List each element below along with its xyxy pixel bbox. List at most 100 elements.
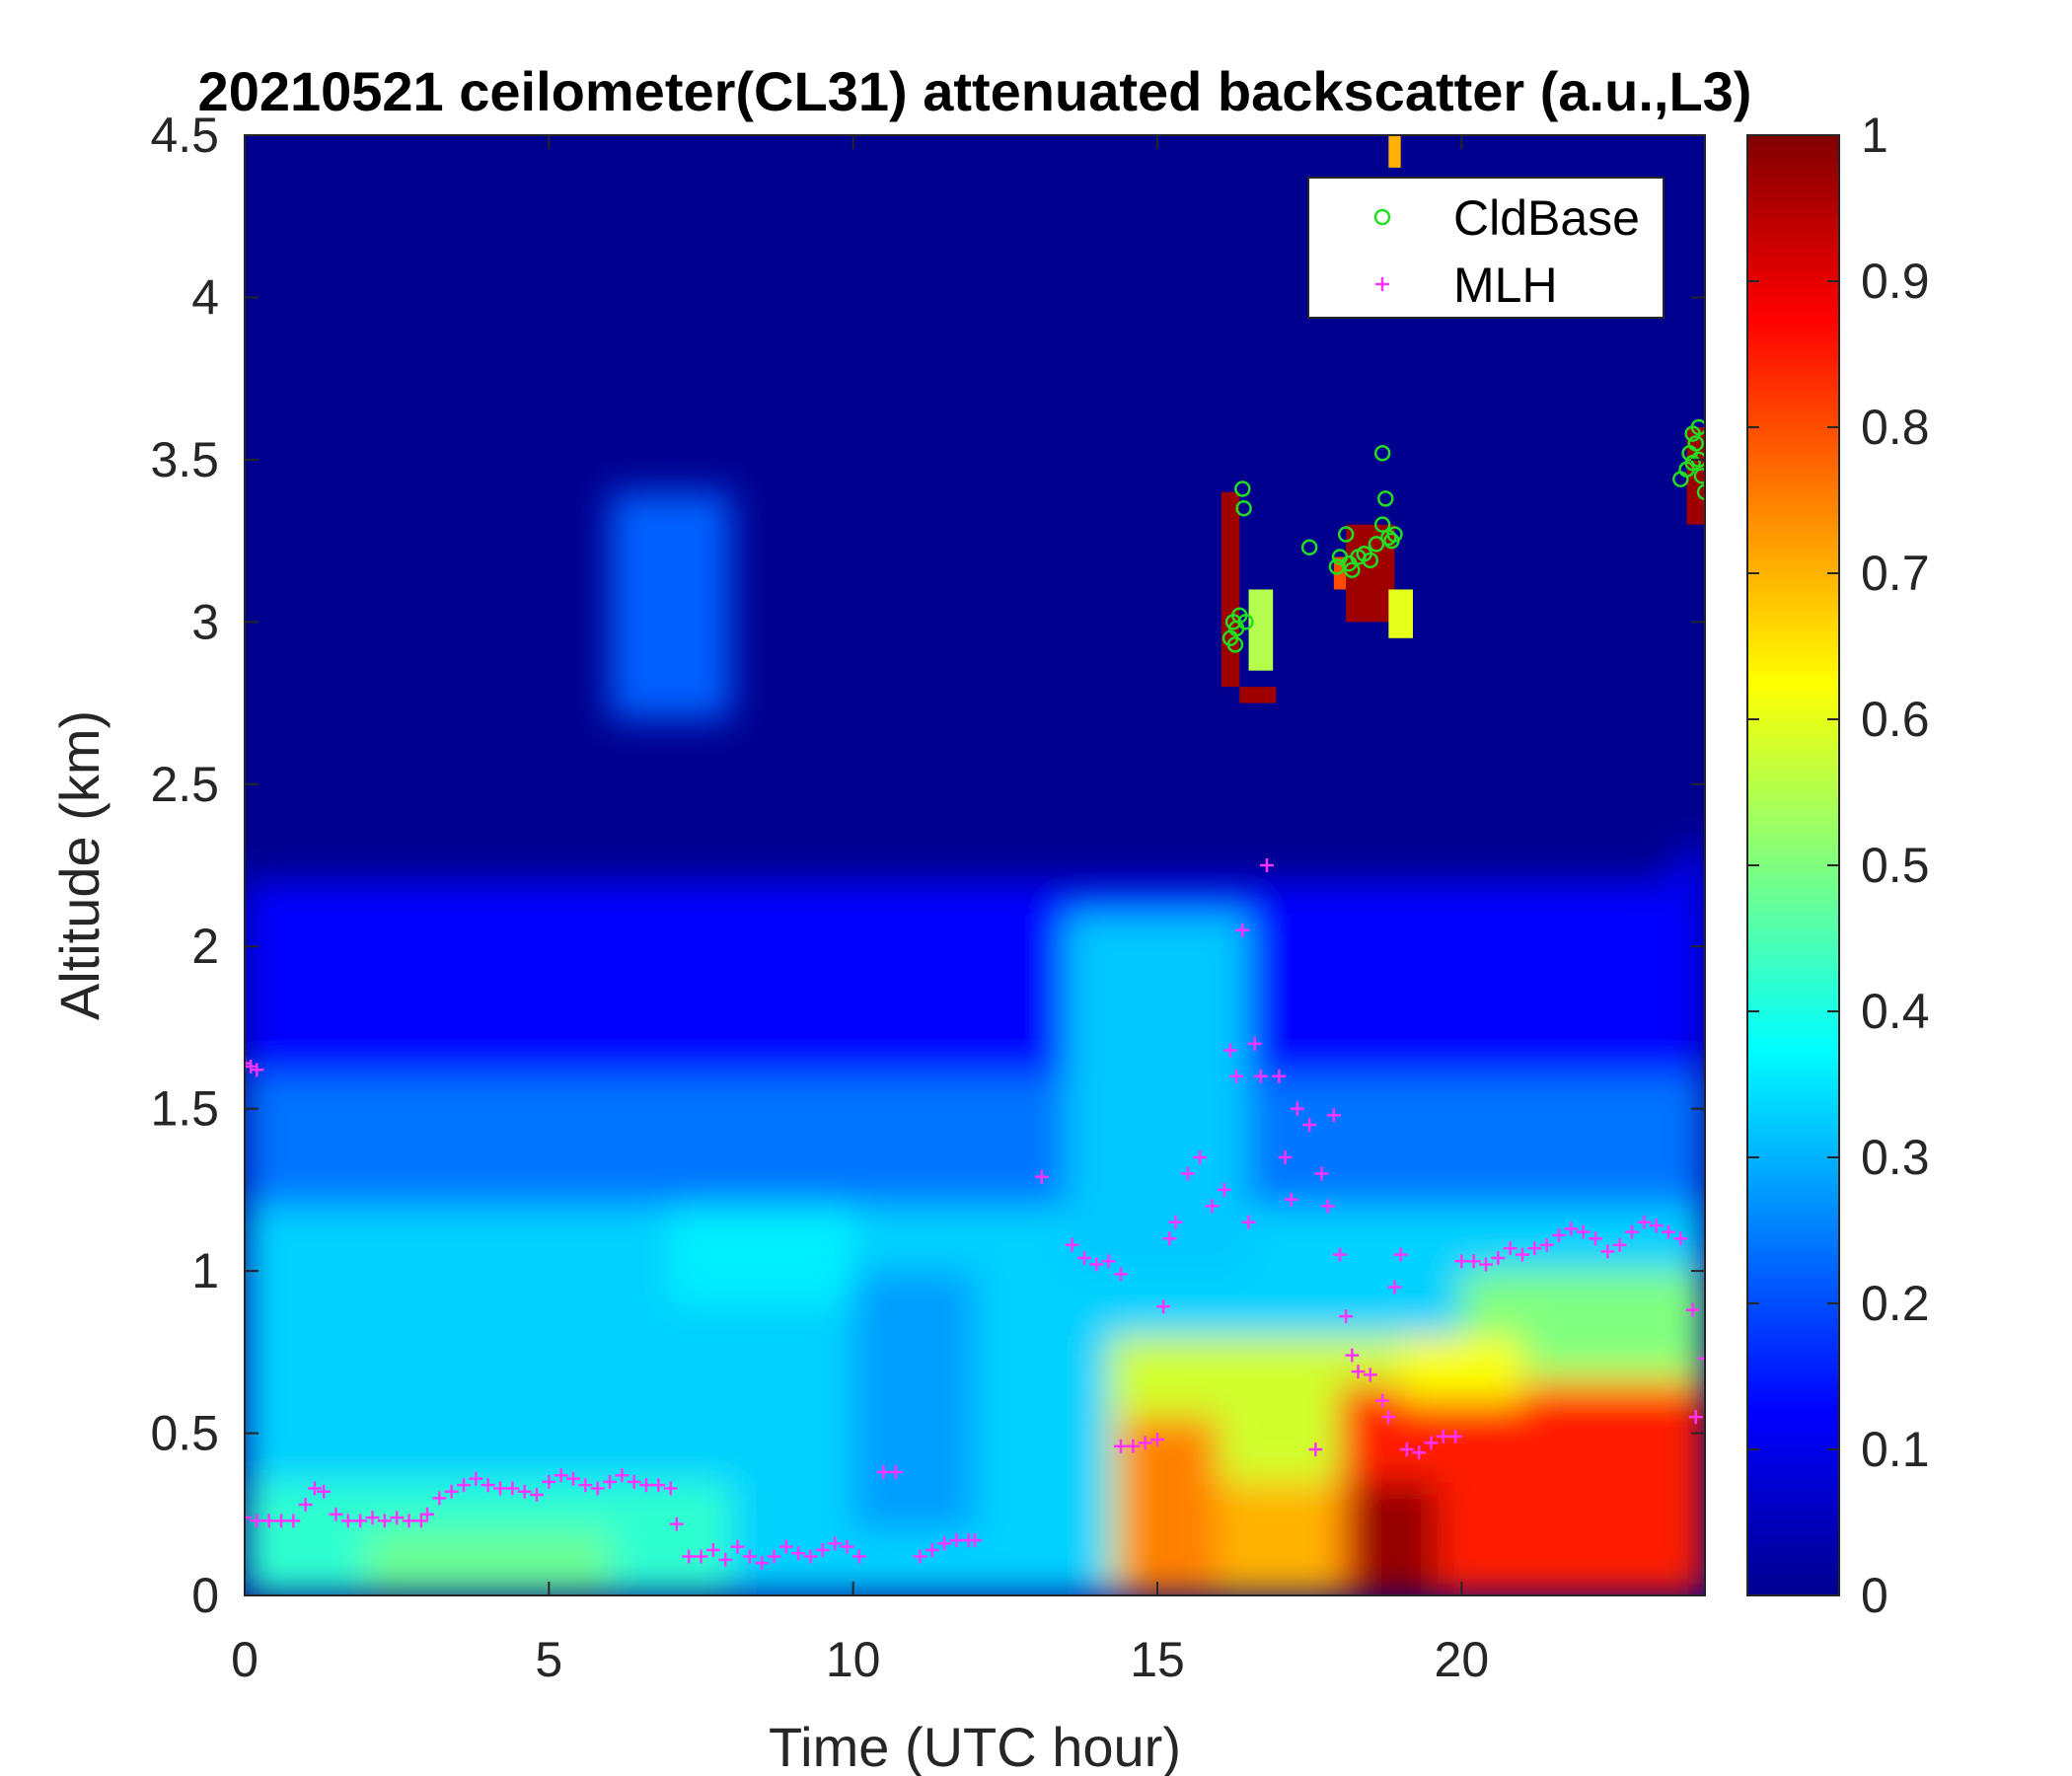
mlh-point bbox=[1290, 1101, 1304, 1116]
cldbase-point bbox=[1373, 445, 1391, 462]
mlh-point bbox=[1180, 1166, 1195, 1181]
mlh-point bbox=[705, 1542, 720, 1557]
mlh-point bbox=[1168, 1215, 1183, 1229]
colorbar-tick-label: 0.9 bbox=[1861, 254, 1930, 309]
plot-frame bbox=[244, 134, 1706, 1596]
colorbar-tick-label: 0.3 bbox=[1861, 1130, 1930, 1185]
mlh-point bbox=[1649, 1219, 1664, 1233]
mlh-point bbox=[1375, 1393, 1390, 1408]
y-tick-label: 0 bbox=[191, 1568, 219, 1623]
mlh-point bbox=[1314, 1166, 1329, 1181]
mlh-point bbox=[1564, 1221, 1579, 1236]
mlh-point bbox=[1516, 1247, 1529, 1262]
mlh-point bbox=[1351, 1365, 1366, 1379]
y-tick-label: 1 bbox=[191, 1243, 219, 1298]
mlh-point bbox=[1114, 1439, 1128, 1453]
mlh-point bbox=[340, 1514, 355, 1528]
mlh-point bbox=[1247, 1036, 1262, 1051]
mlh-point bbox=[365, 1511, 380, 1525]
mlh-point bbox=[1241, 1215, 1256, 1229]
mlh-point bbox=[1138, 1436, 1152, 1450]
mlh-point bbox=[603, 1474, 617, 1489]
mlh-point bbox=[413, 1514, 428, 1528]
y-tick-label: 0.5 bbox=[150, 1406, 219, 1461]
legend bbox=[1307, 177, 1665, 319]
colorbar-tick-label: 0.1 bbox=[1861, 1422, 1930, 1477]
cldbase-point bbox=[1235, 499, 1252, 517]
colorbar-tick-label: 0.5 bbox=[1861, 838, 1930, 893]
mlh-point bbox=[627, 1474, 641, 1489]
mlh-point bbox=[1685, 1302, 1700, 1317]
mlh-point bbox=[840, 1539, 854, 1554]
mlh-point bbox=[261, 1514, 276, 1528]
x-tick-label: 15 bbox=[1130, 1632, 1185, 1687]
mlh-point bbox=[1320, 1199, 1335, 1214]
mlh-point bbox=[329, 1507, 343, 1521]
mlh-point bbox=[1454, 1254, 1469, 1269]
mlh-point bbox=[420, 1507, 434, 1521]
mlh-point bbox=[1077, 1250, 1091, 1265]
legend-label: CldBase bbox=[1453, 190, 1640, 246]
x-tick-label: 10 bbox=[826, 1632, 881, 1687]
mlh-point bbox=[1034, 1169, 1049, 1184]
mlh-point bbox=[694, 1549, 708, 1564]
mlh-point bbox=[298, 1497, 313, 1512]
cldbase-point bbox=[1344, 561, 1361, 578]
cldbase-point bbox=[1386, 526, 1403, 543]
mlh-point bbox=[1162, 1231, 1177, 1246]
cldbase-point bbox=[1337, 526, 1355, 543]
mlh-point bbox=[1065, 1237, 1079, 1252]
mlh-point bbox=[755, 1556, 770, 1571]
mlh-point bbox=[1491, 1250, 1506, 1265]
colorbar-tick-label: 0.2 bbox=[1861, 1276, 1930, 1331]
mlh-point bbox=[353, 1514, 368, 1528]
mlh-point bbox=[925, 1542, 939, 1557]
mlh-point bbox=[1363, 1368, 1377, 1382]
mlh-point bbox=[1399, 1443, 1414, 1456]
mlh-point bbox=[1612, 1237, 1627, 1252]
mlh-point bbox=[888, 1465, 903, 1480]
mlh-point bbox=[566, 1471, 580, 1486]
mlh-point bbox=[245, 1059, 259, 1073]
mlh-point bbox=[1424, 1436, 1439, 1450]
mlh-point bbox=[1552, 1227, 1566, 1242]
cldbase-point bbox=[1237, 614, 1254, 630]
mlh-point bbox=[718, 1552, 733, 1567]
mlh-point bbox=[767, 1549, 781, 1564]
mlh-point bbox=[1637, 1215, 1652, 1229]
mlh-point bbox=[1600, 1244, 1615, 1259]
mlh-point bbox=[432, 1491, 447, 1506]
x-axis-title: Time (UTC hour) bbox=[769, 1716, 1181, 1776]
mlh-point bbox=[1688, 1410, 1703, 1425]
mlh-point bbox=[1576, 1224, 1591, 1239]
series-mlh bbox=[245, 858, 1705, 1571]
mlh-point bbox=[317, 1484, 332, 1499]
mlh-point bbox=[1466, 1254, 1481, 1269]
mlh-point bbox=[639, 1478, 653, 1493]
mlh-point bbox=[1284, 1192, 1298, 1207]
y-tick-label: 1.5 bbox=[150, 1081, 219, 1137]
mlh-point bbox=[1662, 1224, 1675, 1239]
legend-marker-mlh bbox=[1375, 277, 1389, 291]
mlh-point bbox=[851, 1549, 866, 1564]
colorbar-tick-label: 0.8 bbox=[1861, 400, 1930, 455]
mlh-point bbox=[481, 1478, 495, 1493]
mlh-point bbox=[1089, 1257, 1104, 1272]
mlh-point bbox=[1253, 1069, 1268, 1083]
cldbase-point bbox=[1226, 636, 1244, 653]
colorbar bbox=[1747, 135, 1839, 1595]
mlh-point bbox=[1126, 1439, 1141, 1453]
mlh-point bbox=[1308, 1443, 1323, 1456]
mlh-point bbox=[1448, 1429, 1463, 1443]
mlh-point bbox=[937, 1536, 952, 1551]
mlh-point bbox=[444, 1484, 459, 1499]
y-tick-label: 4 bbox=[191, 269, 219, 325]
mlh-point bbox=[554, 1468, 568, 1483]
mlh-point bbox=[1479, 1257, 1493, 1272]
x-tick-label: 20 bbox=[1435, 1632, 1490, 1687]
mlh-point bbox=[250, 1063, 264, 1077]
y-axis-title: Altitude (km) bbox=[48, 710, 111, 1020]
chart-title: 20210521 ceilometer(CL31) attenuated bac… bbox=[198, 60, 1752, 122]
